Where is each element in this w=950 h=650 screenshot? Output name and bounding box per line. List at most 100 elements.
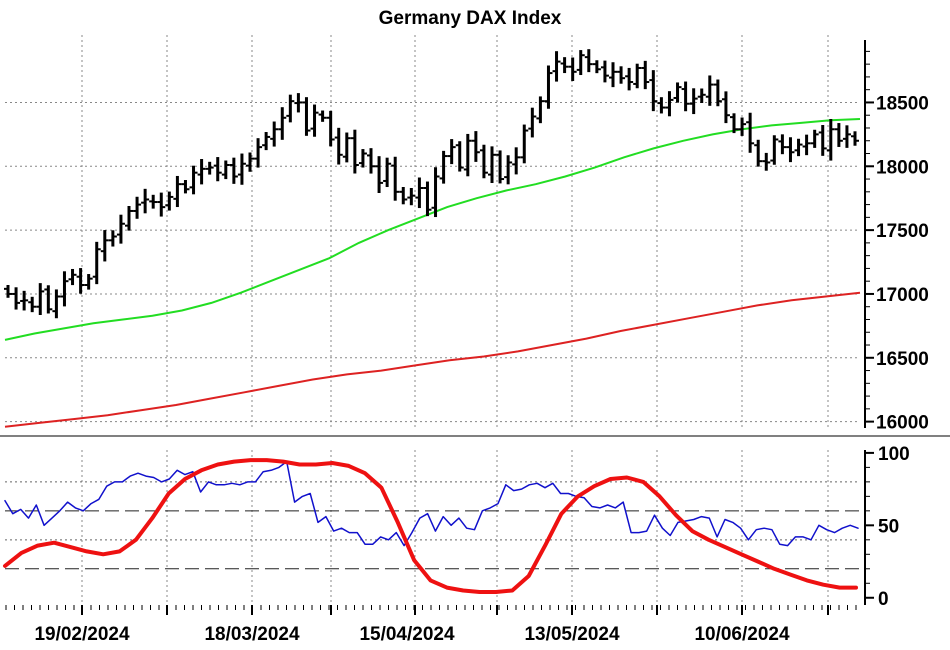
ohlc-bar	[488, 146, 496, 184]
ohlc-bar	[399, 186, 408, 205]
ohlc-bar	[4, 285, 12, 298]
ohlc-bar	[237, 153, 246, 185]
ohlc-bar	[181, 180, 190, 194]
ohlc-bar	[754, 139, 763, 167]
ohlc-bar	[350, 129, 359, 174]
ohlc-bar	[463, 133, 472, 177]
ohlc-bar	[770, 135, 779, 165]
x-tick-label: 15/04/2024	[359, 624, 455, 645]
ohlc-bar	[20, 290, 29, 311]
ohlc-bar	[778, 134, 787, 155]
ohlc-bar	[334, 127, 343, 165]
ohlc-bar	[657, 97, 666, 114]
ohlc-bar	[447, 139, 456, 165]
ohlc-bar	[609, 62, 617, 88]
ohlc-bar	[423, 181, 432, 217]
ohlc-bar	[270, 121, 279, 147]
ohlc-bar	[544, 65, 553, 109]
ohlc-bar	[84, 274, 93, 290]
axes: 16000 16500 17000 17500 18000 18500 0 50 100 19/0…	[0, 40, 950, 645]
ohlc-bar	[818, 125, 827, 156]
ohlc-bar	[665, 91, 674, 117]
ohlc-bar	[705, 75, 714, 106]
ohlc-bar	[746, 112, 755, 153]
ohlc-bar	[600, 60, 609, 83]
oscillator-y-tick-label: 50	[878, 516, 899, 537]
ohlc-bar	[278, 107, 287, 140]
ohlc-bar	[165, 191, 174, 211]
ohlc-bar	[302, 97, 311, 136]
oscillator-panel-grid	[5, 450, 860, 605]
oscillator-fast-line	[4, 460, 859, 547]
ohlc-bar	[681, 81, 690, 112]
ohlc-bar	[254, 138, 263, 168]
price-y-tick-label: 17500	[876, 221, 929, 242]
x-tick-label: 19/02/2024	[34, 624, 130, 645]
ohlc-bar	[455, 141, 464, 172]
price-y-tick-label: 18000	[876, 157, 929, 178]
ohlc-bar	[689, 88, 698, 115]
ohlc-bar	[584, 49, 593, 73]
ohlc-bar	[851, 131, 859, 146]
ohlc-bar	[512, 147, 521, 175]
ohlc-bar	[786, 137, 795, 163]
ohlc-bar	[286, 94, 295, 123]
ohlc-bar	[12, 287, 21, 310]
ohlc-bar	[520, 124, 529, 164]
ohlc-bar	[68, 268, 77, 286]
ohlc-bar	[367, 148, 375, 174]
price-y-tick-label: 16000	[876, 413, 929, 434]
ohlc-bar	[197, 159, 206, 185]
ohlc-bar	[431, 167, 440, 218]
ohlc-bar	[221, 160, 230, 180]
ohlc-bar	[149, 194, 158, 209]
ohlc-bar	[116, 214, 125, 244]
ohlc-bar	[641, 60, 650, 90]
price-panel-grid	[5, 35, 860, 428]
ohlc-bar	[536, 96, 545, 124]
moving-average-short-line	[4, 118, 861, 341]
ohlc-bar	[826, 118, 835, 161]
oscillator-y-tick-label: 0	[878, 589, 889, 610]
ohlc-bar	[294, 93, 303, 113]
ohlc-bar	[496, 150, 505, 184]
ohlc-bar	[391, 156, 400, 201]
ohlc-bar	[407, 187, 416, 206]
ohlc-bar	[133, 196, 142, 219]
x-tick-label: 10/06/2024	[694, 624, 790, 645]
oscillator-slow-line	[3, 458, 858, 594]
ohlc-bar	[730, 113, 738, 134]
price-y-tick-label: 17000	[876, 285, 929, 306]
ohlc-bar	[625, 67, 634, 91]
ohlc-bar	[375, 156, 384, 193]
chart-title: Germany DAX Index	[379, 8, 562, 29]
ohlc-bar	[358, 149, 367, 168]
x-tick-label: 13/05/2024	[524, 624, 620, 645]
ohlc-bar	[697, 88, 706, 103]
ohlc-bar	[617, 66, 626, 84]
ohlc-bar	[383, 157, 392, 188]
x-tick-label: 18/03/2024	[204, 624, 300, 645]
ohlc-bar	[633, 63, 642, 89]
ohlc-bar	[479, 144, 488, 179]
oscillator-y-tick-label: 100	[878, 444, 910, 465]
ohlc-bar	[173, 175, 182, 208]
ohlc-bar	[60, 271, 69, 307]
ohlc-bar	[229, 157, 238, 184]
ohlc-bar	[560, 57, 569, 74]
ohlc-bar	[552, 51, 561, 82]
price-y-tick-label: 16500	[876, 349, 929, 370]
ohlc-bar	[92, 241, 101, 285]
ohlc-bar	[157, 192, 166, 217]
ohlc-bar	[649, 70, 658, 112]
ohlc-bar	[52, 289, 61, 319]
ohlc-bar	[262, 132, 271, 151]
ohlc-bar	[141, 188, 150, 214]
ohlc-bar	[810, 129, 819, 148]
ohlc-bar	[504, 155, 513, 185]
ohlc-bar	[108, 230, 117, 247]
ohlc-bar	[318, 110, 327, 122]
ohlc-bar	[76, 268, 85, 294]
ohlc-bar	[762, 152, 771, 171]
ohlc-bar	[415, 177, 424, 209]
